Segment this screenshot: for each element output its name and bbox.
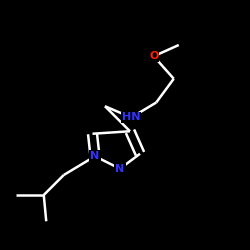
Text: N: N [90, 151, 100, 161]
Text: O: O [149, 51, 158, 61]
Text: HN: HN [122, 112, 141, 122]
Text: N: N [116, 164, 124, 174]
